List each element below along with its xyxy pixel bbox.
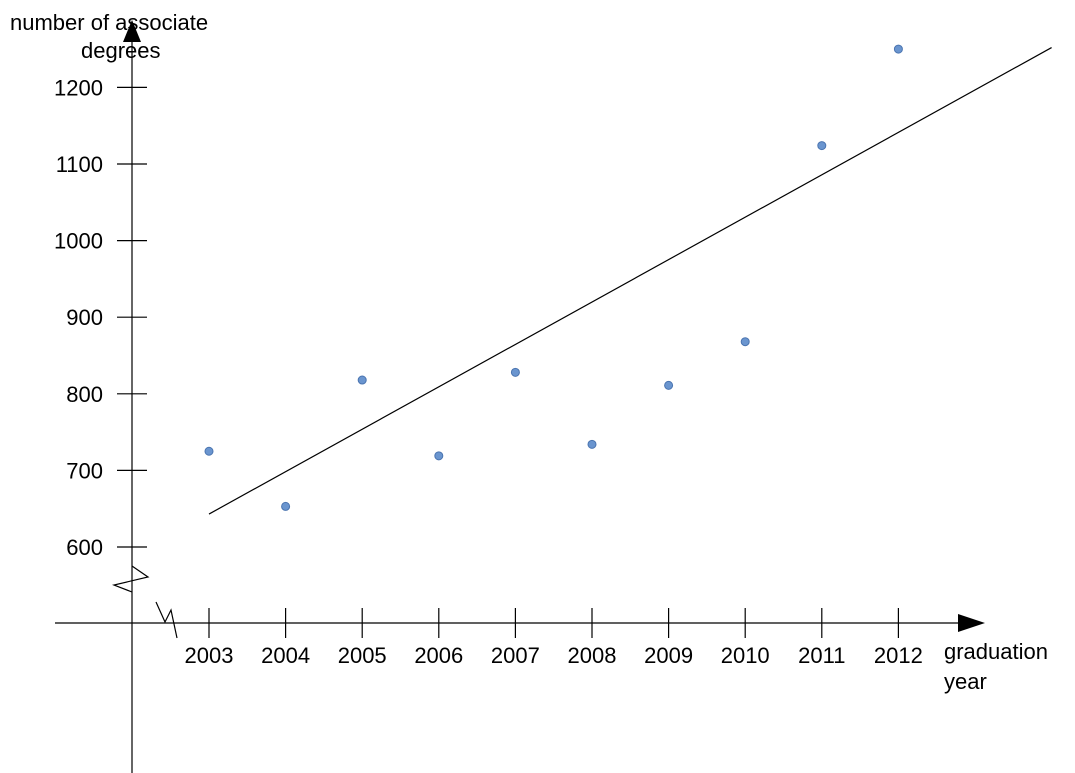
x-axis-break [155, 601, 178, 639]
x-tick-label: 2003 [185, 643, 234, 668]
data-point [740, 337, 750, 347]
data-point [817, 141, 827, 151]
x-tick-label: 2008 [568, 643, 617, 668]
y-tick-label: 900 [66, 305, 103, 330]
y-tick-label: 600 [66, 535, 103, 560]
x-tick-label: 2009 [644, 643, 693, 668]
y-tick-label: 1100 [56, 152, 103, 177]
x-axis-title-line-1: graduation [944, 639, 1048, 664]
x-tick-label: 2004 [261, 643, 310, 668]
y-tick-label: 700 [66, 458, 103, 483]
y-tick-label: 800 [66, 382, 103, 407]
x-tick-label: 2007 [491, 643, 540, 668]
trend-line-group [208, 47, 1052, 515]
x-tick-label: 2012 [874, 643, 923, 668]
y-tick-label: 1000 [54, 229, 103, 254]
data-point [357, 375, 367, 385]
data-points [204, 44, 903, 511]
y-axis-arrow [123, 20, 141, 42]
data-point [281, 501, 291, 511]
x-axis-arrow [958, 614, 985, 632]
y-axis-title-line-1: number of associate [10, 10, 208, 35]
data-point [204, 446, 214, 456]
data-point [510, 367, 520, 377]
x-tick-label: 2011 [798, 643, 845, 668]
data-point [893, 44, 903, 54]
x-tick-label: 2005 [338, 643, 387, 668]
x-ticks: 2003 2004 2005 2006 2007 2008 2009 2010 2011 2012 [185, 608, 923, 668]
x-axis-title-line-2: year [944, 669, 987, 694]
y-tick-label: 1200 [54, 75, 103, 100]
data-point [664, 380, 674, 390]
x-tick-label: 2006 [414, 643, 463, 668]
y-axis-break [111, 565, 150, 593]
y-axis-title-line-2: degrees [81, 38, 161, 63]
y-ticks: 600 700 800 900 1000 1100 1200 [54, 75, 147, 560]
trend-line [208, 47, 1052, 515]
data-point [434, 451, 444, 461]
x-tick-label: 2010 [721, 643, 770, 668]
data-point [587, 439, 597, 449]
